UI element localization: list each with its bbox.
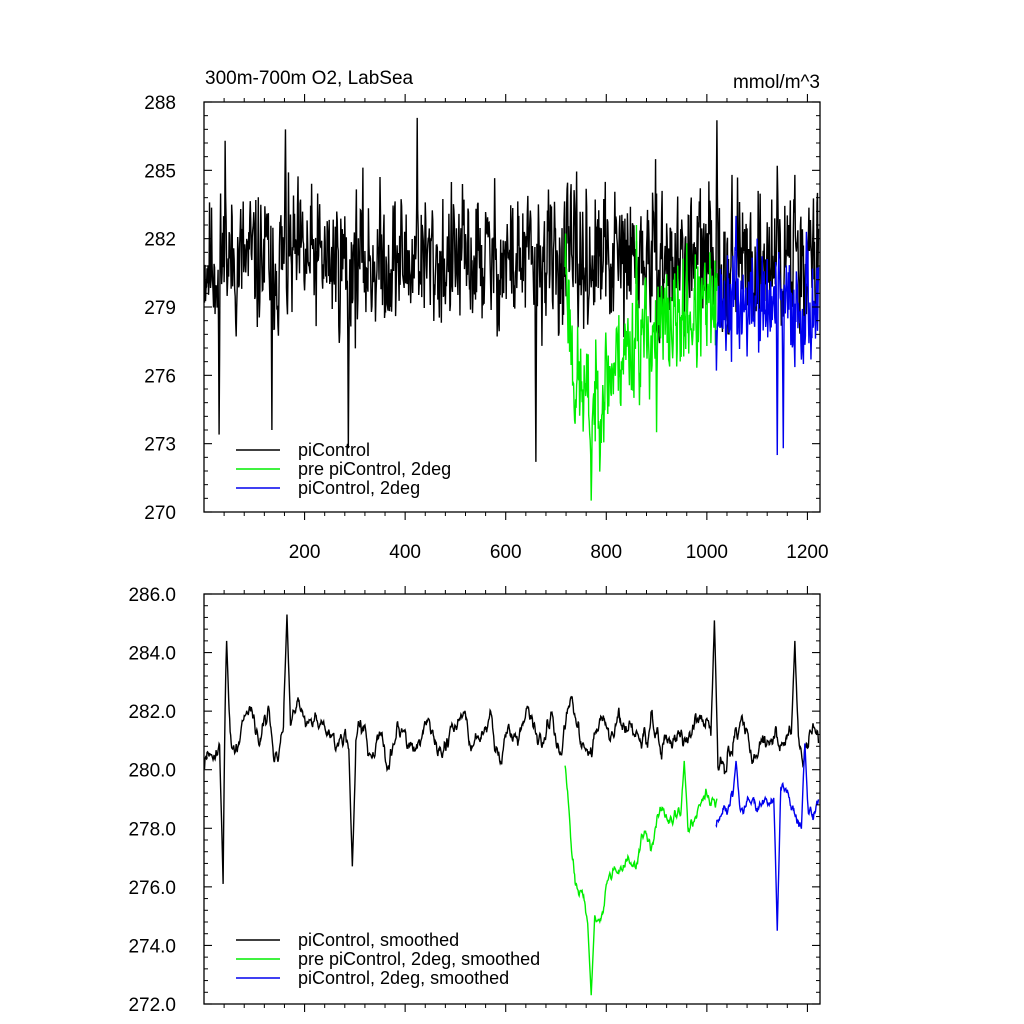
series-line-picontrol-2deg — [715, 215, 820, 456]
series-line-picontrol — [204, 117, 820, 462]
y-tick-label: 274.0 — [128, 936, 176, 957]
x-tick-label: 1000 — [686, 542, 728, 563]
series-line-picontrol-smoothed — [204, 614, 820, 884]
y-tick-label: 285 — [144, 161, 176, 182]
x-tick-label: 600 — [490, 542, 522, 563]
legend-label: piControl, 2deg — [298, 478, 420, 498]
top-chart-ticks: 200 400 600 800 1000 1200 270 273 276 279 282 285 28… — [144, 93, 828, 563]
bottom-chart-series-group — [204, 614, 820, 996]
y-tick-label: 278.0 — [128, 819, 176, 840]
legend-label: piControl — [298, 440, 370, 460]
x-tick-label: 800 — [590, 542, 622, 563]
legend-label: piControl, 2deg, smoothed — [298, 968, 509, 988]
y-tick-label: 272.0 — [128, 995, 176, 1016]
legend-label: pre piControl, 2deg — [298, 459, 451, 479]
bottom-chart-panel: 272.0 274.0 276.0 278.0 280.0 282.0 284.0 286.0… — [128, 585, 821, 1016]
y-tick-label: 280.0 — [128, 761, 176, 782]
y-tick-label: 273 — [144, 435, 176, 456]
y-tick-label: 276 — [144, 366, 176, 387]
top-chart-title: 300m-700m O2, LabSea — [205, 68, 414, 89]
x-tick-label: 400 — [389, 542, 421, 563]
series-line-pre-picontrol-2deg-smoothed — [564, 760, 718, 996]
series-line-picontrol-2deg-smoothed — [715, 743, 820, 931]
top-chart-series-group — [204, 117, 820, 501]
y-tick-label: 279 — [144, 298, 176, 319]
y-tick-label: 276.0 — [128, 878, 176, 899]
y-tick-label: 282.0 — [128, 702, 176, 723]
x-tick-label: 1200 — [786, 542, 828, 563]
y-tick-label: 286.0 — [128, 585, 176, 606]
x-tick-label: 200 — [289, 542, 321, 563]
y-tick-label: 284.0 — [128, 644, 176, 665]
bottom-chart-frame — [203, 593, 821, 1005]
legend-label: pre piControl, 2deg, smoothed — [298, 949, 540, 969]
series-line-pre-picontrol-2deg — [564, 224, 718, 501]
bottom-chart-ticks: 272.0 274.0 276.0 278.0 280.0 282.0 284.0 286.0 — [128, 585, 820, 1016]
y-tick-label: 270 — [144, 503, 176, 524]
legend-label: piControl, smoothed — [298, 930, 459, 950]
y-tick-label: 288 — [144, 93, 176, 114]
top-chart-panel: 300m-700m O2, LabSea mmol/m^3 200 400 600 8… — [144, 68, 828, 563]
top-chart-units: mmol/m^3 — [733, 72, 820, 93]
y-tick-label: 282 — [144, 230, 176, 251]
